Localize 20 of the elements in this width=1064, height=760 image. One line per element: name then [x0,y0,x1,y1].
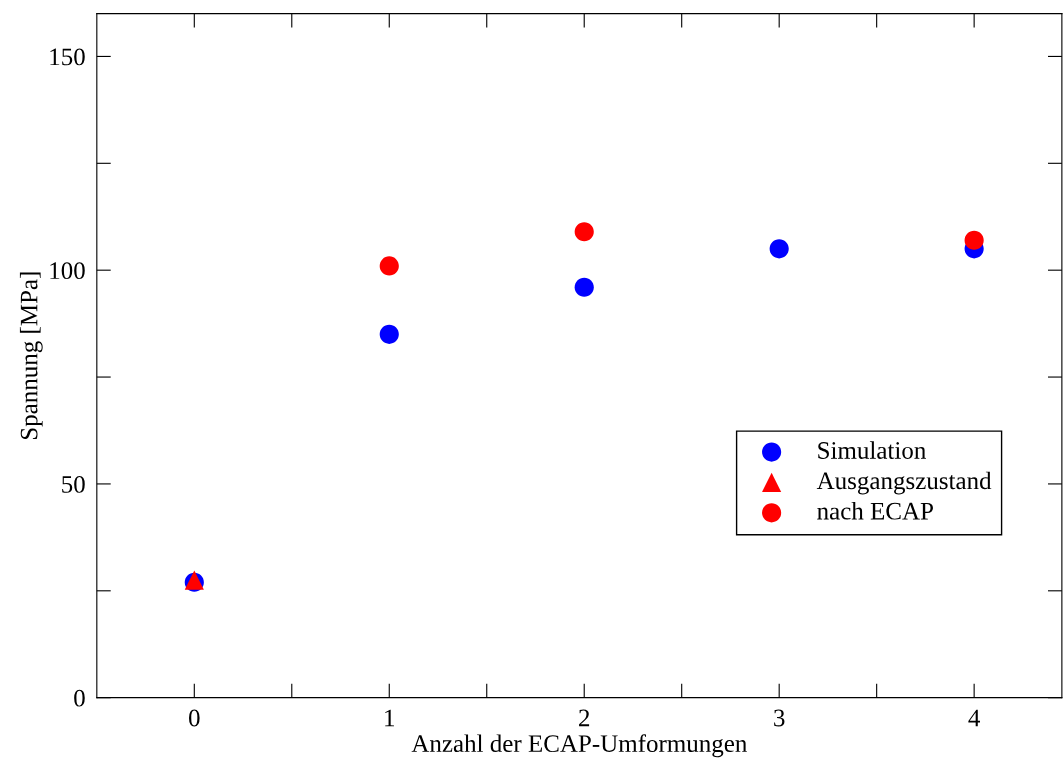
point [379,256,399,276]
y-tick-label: 150 [50,48,85,66]
x-tick-label: 1 [385,709,395,727]
point [379,324,399,344]
point [964,230,984,250]
point [574,277,594,297]
legend-label: Simulation [818,441,926,459]
point [769,239,789,259]
y-tick-label: 0 [74,689,85,707]
point [574,222,594,242]
x-axis-title: Anzahl der ECAP-Umformungen [411,734,747,758]
y-tick-label: 100 [50,262,85,280]
y-axis-title: Spannung [MPa] [19,272,43,440]
legend-label: nach ECAP [817,502,933,520]
x-tick-label: 3 [774,709,785,727]
x-tick-label: 0 [189,709,200,727]
x-tick-label: 4 [968,709,980,727]
y-tick-label: 50 [62,475,85,493]
x-tick-label: 2 [579,709,590,727]
legend-label: Ausgangszustand [816,471,992,495]
